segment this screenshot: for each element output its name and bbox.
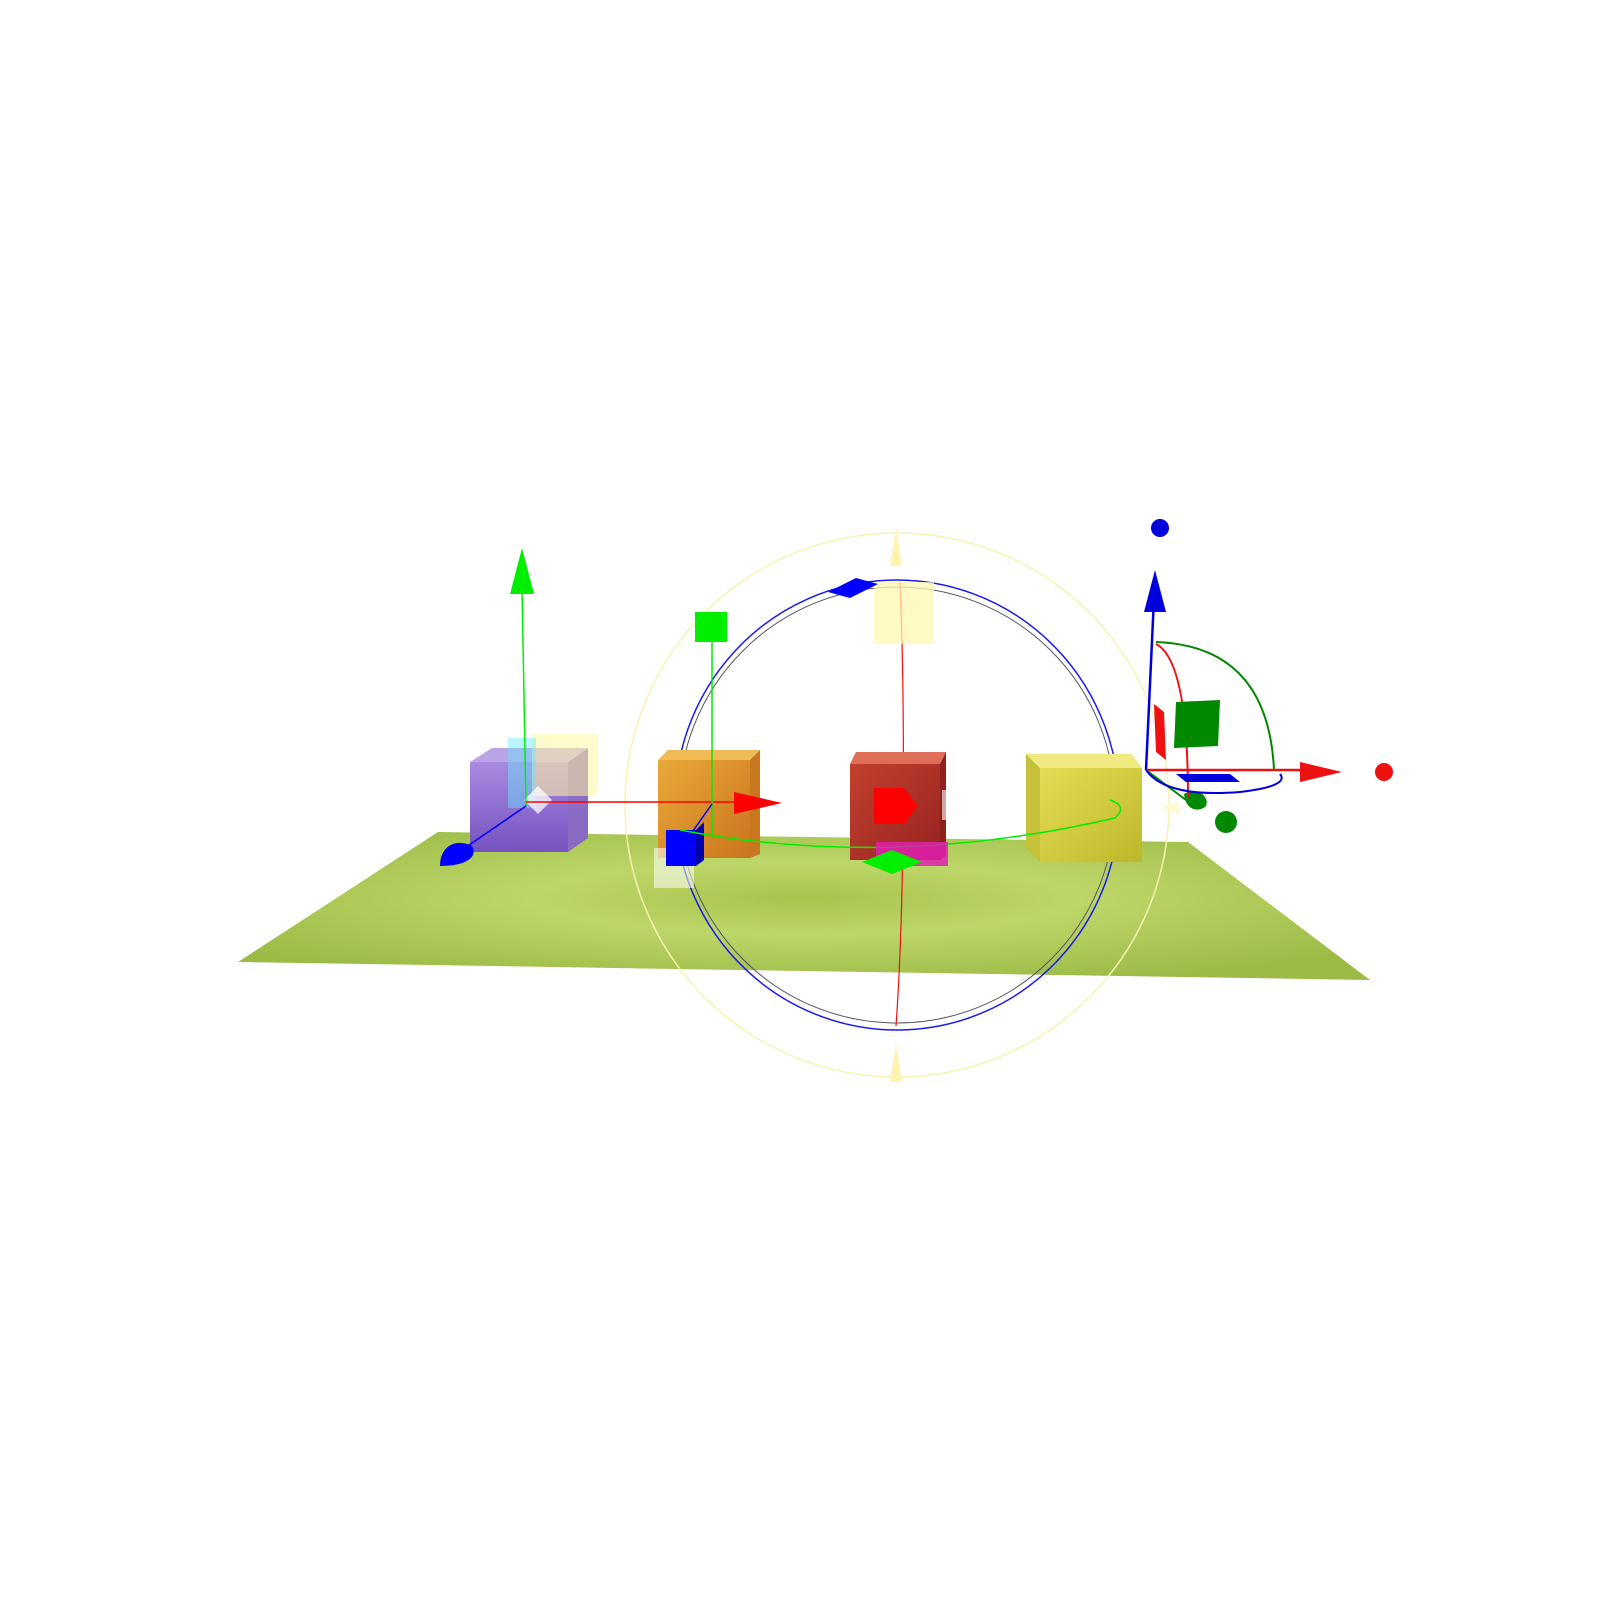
translate-gizmo[interactable] xyxy=(440,548,782,866)
cube-purple[interactable] xyxy=(470,748,588,852)
translate-center-handle[interactable] xyxy=(524,786,552,814)
cube-red-top xyxy=(850,752,946,764)
axis-widget-x-sphere-icon[interactable] xyxy=(1375,763,1393,781)
rotate-gizmo-handles[interactable] xyxy=(679,528,1122,1082)
axis-widget-y-sphere-icon[interactable] xyxy=(1215,811,1237,833)
rotate-top-marker-icon xyxy=(890,528,902,566)
rotate-yellow-plane[interactable] xyxy=(874,582,934,644)
rotate-bottom-marker-icon xyxy=(890,1044,902,1082)
translate-y-axis[interactable] xyxy=(521,587,527,807)
axis-widget-z-arrow-icon[interactable] xyxy=(1144,570,1166,612)
translate-y-arrow-icon[interactable] xyxy=(510,548,534,594)
axis-widget-y-arrow-icon[interactable] xyxy=(1184,791,1207,810)
scale-y-box-icon[interactable] xyxy=(695,612,727,642)
axis-widget-green-arc[interactable] xyxy=(1155,641,1275,771)
axis-widget-white-handle xyxy=(1160,802,1180,814)
cube-yellow-side xyxy=(1026,754,1040,862)
axis-widget-red-arc[interactable] xyxy=(1155,643,1189,799)
ground-plane[interactable] xyxy=(238,832,1370,980)
axis-widget-x-arrow-icon[interactable] xyxy=(1300,762,1342,782)
translate-x-arrow-icon[interactable] xyxy=(734,792,782,814)
rotate-z-handle-icon[interactable] xyxy=(828,578,878,598)
axis-widget-red-plane[interactable] xyxy=(1154,704,1166,760)
scale-z-box-icon[interactable] xyxy=(666,830,696,866)
rotate-y-handle-icon[interactable] xyxy=(862,850,922,874)
axis-widget[interactable] xyxy=(1144,519,1393,833)
cube-orange-top xyxy=(658,750,760,760)
axis-widget-z-sphere-icon[interactable] xyxy=(1151,519,1169,537)
translate-plane-yellow[interactable] xyxy=(532,734,598,796)
axis-widget-blue-arc[interactable] xyxy=(1145,769,1283,795)
axis-widget-green-plane[interactable] xyxy=(1174,700,1220,748)
cube-yellow-top xyxy=(1026,754,1142,768)
translate-z-arrow-icon[interactable] xyxy=(440,842,474,866)
axis-widget-z-line[interactable] xyxy=(1144,597,1156,771)
cube-yellow-front xyxy=(1040,768,1142,862)
axis-widget-blue-plane[interactable] xyxy=(1176,774,1240,782)
cube-yellow[interactable] xyxy=(1026,754,1142,862)
rotate-white-plane xyxy=(942,790,956,820)
rotate-x-handle-icon[interactable] xyxy=(874,788,918,824)
rotate-y-ring[interactable] xyxy=(679,799,1122,849)
